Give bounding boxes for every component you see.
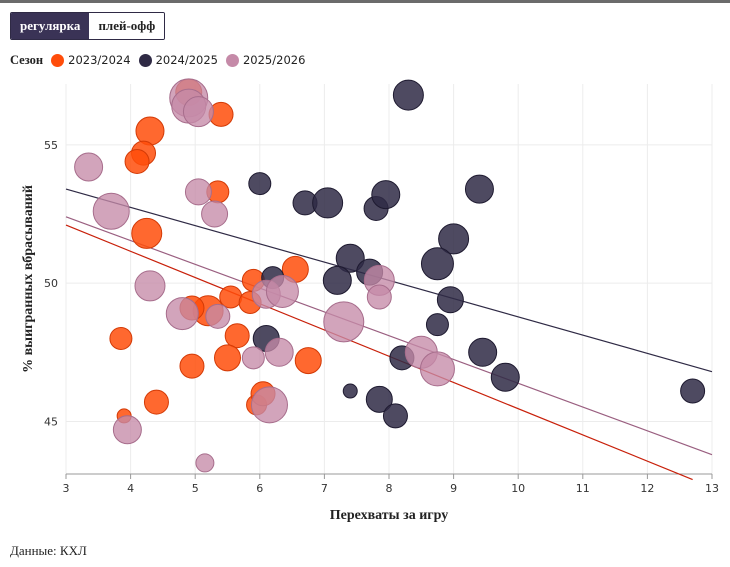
data-point-2025-2026[interactable] (184, 178, 212, 206)
data-point-2024-2025[interactable] (436, 286, 464, 314)
data-point-2024-2025[interactable] (382, 403, 408, 429)
x-tick-label: 11 (576, 482, 590, 495)
x-tick-label: 5 (192, 482, 199, 495)
x-tick-label: 7 (321, 482, 328, 495)
data-point-2024-2025[interactable] (248, 172, 272, 196)
legend: Сезон 2023/2024 2024/2025 2025/2026 (10, 50, 313, 70)
data-point-2024-2025[interactable] (365, 385, 393, 413)
data-point-2024-2025[interactable] (490, 362, 520, 392)
data-point-2025-2026[interactable] (323, 301, 365, 343)
data-point-2024-2025[interactable] (438, 223, 470, 255)
data-point-2023-2024[interactable] (143, 389, 169, 415)
legend-label: 2023/2024 (68, 53, 131, 67)
legend-item-2024-2025[interactable]: 2024/2025 (138, 53, 218, 67)
data-point-2023-2024[interactable] (131, 217, 163, 249)
y-tick-label: 55 (44, 139, 58, 152)
data-point-2024-2025[interactable] (342, 383, 358, 399)
y-axis-label: % выигранных вбрасываний (21, 185, 36, 373)
data-point-2024-2025[interactable] (335, 243, 365, 273)
regular-season-button[interactable]: регулярка (11, 13, 90, 39)
legend-dot-icon (138, 53, 152, 67)
data-points (74, 78, 706, 473)
data-point-2025-2026[interactable] (165, 297, 199, 331)
data-point-2025-2026[interactable] (201, 200, 229, 228)
data-point-2025-2026[interactable] (112, 415, 142, 445)
data-point-2025-2026[interactable] (74, 152, 104, 182)
legend-label: 2024/2025 (155, 53, 218, 67)
data-point-2025-2026[interactable] (241, 346, 265, 370)
data-point-2023-2024[interactable] (219, 285, 243, 309)
x-tick-label: 9 (450, 482, 457, 495)
legend-title: Сезон (10, 52, 44, 67)
season-type-toggle[interactable]: регулярка плей-офф (10, 12, 166, 40)
data-point-2024-2025[interactable] (312, 187, 344, 219)
x-tick-label: 13 (705, 482, 719, 495)
data-point-2023-2024[interactable] (224, 323, 250, 349)
data-point-2025-2026[interactable] (250, 386, 288, 424)
legend-label: 2025/2026 (242, 53, 306, 67)
data-point-2024-2025[interactable] (322, 265, 352, 295)
top-border (0, 0, 730, 3)
x-tick-label: 3 (63, 482, 70, 495)
legend-item-2023-2024[interactable]: 2023/2024 (51, 53, 131, 67)
data-point-2025-2026[interactable] (366, 284, 392, 310)
y-tick-label: 50 (44, 277, 58, 290)
trend-line-2025-2026 (65, 216, 713, 456)
legend-item-2025-2026[interactable]: 2025/2026 (225, 53, 306, 67)
data-point-2024-2025[interactable] (425, 313, 449, 337)
data-point-2023-2024[interactable] (179, 353, 205, 379)
data-point-2023-2024[interactable] (214, 344, 241, 372)
x-tick-label: 12 (640, 482, 654, 495)
data-point-2025-2026[interactable] (134, 270, 166, 302)
playoff-button[interactable]: плей-офф (89, 13, 165, 39)
legend-dot-icon (225, 53, 239, 67)
data-point-2023-2024[interactable] (294, 347, 322, 375)
x-tick-label: 4 (127, 482, 134, 495)
trend-line-2023-2024 (65, 224, 693, 481)
x-tick-label: 8 (386, 482, 393, 495)
data-point-2024-2025[interactable] (464, 174, 494, 204)
data-source: Данные: КХЛ (10, 543, 87, 558)
data-point-2025-2026[interactable] (182, 96, 214, 128)
data-point-2024-2025[interactable] (420, 247, 454, 281)
data-point-2024-2025[interactable] (371, 180, 401, 210)
data-point-2024-2025[interactable] (468, 337, 498, 367)
data-point-2024-2025[interactable] (392, 79, 424, 111)
data-point-2025-2026[interactable] (419, 351, 455, 387)
data-point-2024-2025[interactable] (680, 378, 706, 404)
data-point-2023-2024[interactable] (109, 326, 133, 350)
data-point-2025-2026[interactable] (265, 274, 299, 308)
y-tick-label: 45 (44, 415, 58, 428)
data-point-2023-2024[interactable] (135, 116, 165, 146)
x-tick-label: 10 (511, 482, 525, 495)
x-tick-label: 6 (256, 482, 263, 495)
data-point-2025-2026[interactable] (195, 453, 215, 473)
x-axis-label: Перехваты за игру (330, 508, 448, 523)
data-point-2025-2026[interactable] (205, 303, 231, 329)
legend-dot-icon (51, 53, 65, 67)
data-point-2025-2026[interactable] (264, 337, 294, 367)
data-point-2025-2026[interactable] (92, 192, 130, 230)
data-point-2023-2024[interactable] (124, 148, 150, 174)
